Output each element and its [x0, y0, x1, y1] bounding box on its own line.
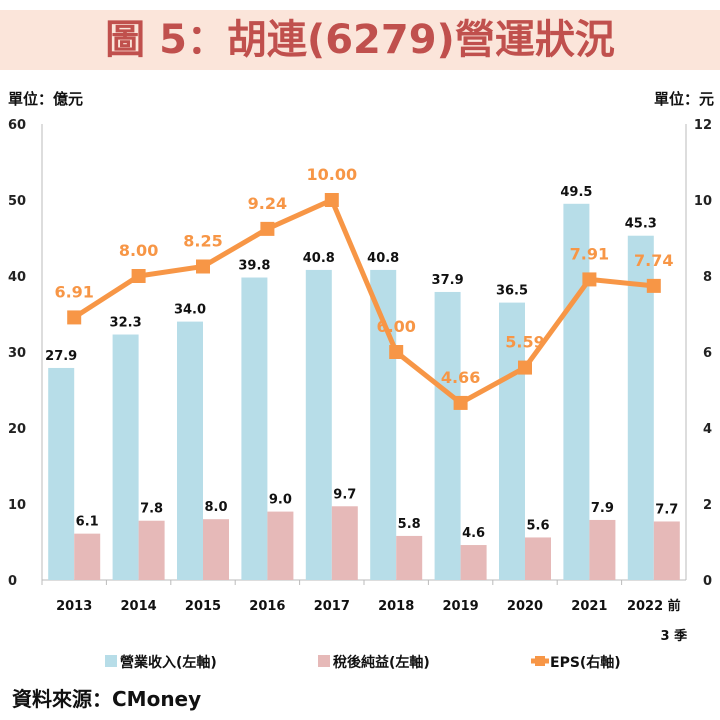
eps-data-label: 6.91: [54, 282, 93, 301]
legend-marker-swatch: [535, 656, 545, 666]
profit-bar: [460, 545, 487, 580]
left-tick-label: 60: [8, 118, 26, 133]
legend-swatch: [318, 655, 330, 667]
revenue-data-label: 34.0: [174, 303, 206, 318]
eps-marker: [518, 360, 532, 375]
revenue-bar: [627, 235, 654, 580]
eps-data-label: 6.00: [376, 317, 415, 336]
revenue-data-label: 45.3: [625, 217, 657, 232]
profit-data-label: 7.9: [591, 501, 614, 516]
left-tick-label: 0: [8, 574, 17, 589]
x-tick-label: 2016: [249, 599, 285, 614]
revenue-bar: [112, 334, 139, 580]
profit-bar: [203, 519, 229, 580]
revenue-bar: [177, 321, 203, 580]
profit-bar: [396, 535, 423, 580]
revenue-data-label: 36.5: [496, 284, 528, 299]
revenue-data-label: 40.8: [367, 251, 399, 266]
revenue-bar: [241, 277, 268, 580]
left-tick-label: 50: [8, 194, 26, 209]
x-tick-label: 2013: [56, 599, 92, 614]
revenue-data-label: 39.8: [238, 259, 270, 274]
revenue-data-label: 37.9: [432, 273, 464, 288]
left-tick-label: 30: [8, 346, 26, 361]
eps-marker: [453, 395, 468, 410]
x-tick-label: 3 季: [661, 628, 688, 644]
right-tick-label: 2: [703, 498, 712, 513]
revenue-data-label: 32.3: [110, 316, 142, 331]
chart-title: 圖 5：胡連(6279)營運狀況: [0, 10, 720, 70]
left-tick-label: 10: [8, 498, 26, 513]
eps-marker: [260, 221, 275, 236]
profit-bar: [138, 520, 165, 580]
eps-line: [72, 196, 655, 406]
legend-swatch: [105, 655, 117, 667]
revenue-bar: [563, 203, 590, 581]
right-axis-unit: 單位：元: [653, 90, 714, 108]
profit-bar: [74, 533, 101, 580]
eps-marker: [67, 310, 82, 325]
x-tick-label: 2015: [185, 599, 221, 614]
right-tick-label: 4: [703, 422, 712, 437]
eps-marker: [646, 278, 661, 293]
legend-label: EPS(右軸): [550, 654, 621, 671]
x-tick-label: 2022 前: [627, 598, 681, 614]
x-tick-label: 2017: [314, 599, 350, 614]
profit-data-label: 7.8: [140, 502, 163, 517]
x-tick-label: 2021: [571, 599, 607, 614]
eps-data-label: 8.00: [119, 241, 158, 260]
revenue-bar: [48, 367, 75, 580]
left-tick-label: 20: [8, 422, 26, 437]
left-tick-label: 40: [8, 270, 26, 285]
revenue-data-label: 27.9: [45, 349, 77, 364]
eps-data-label: 5.59: [505, 333, 544, 352]
x-tick-label: 2019: [443, 599, 479, 614]
eps-data-label: 8.25: [183, 232, 222, 251]
profit-data-label: 5.8: [398, 517, 421, 532]
profit-bar: [653, 521, 680, 580]
right-tick-label: 12: [694, 118, 712, 133]
revenue-bar: [499, 302, 525, 580]
eps-data-label: 7.91: [570, 244, 609, 263]
profit-bar: [331, 506, 358, 580]
profit-bar: [589, 519, 616, 580]
eps-data-label: 4.66: [441, 368, 480, 387]
profit-data-label: 9.7: [333, 487, 356, 502]
x-tick-label: 2014: [121, 599, 157, 614]
x-tick-label: 2018: [378, 599, 414, 614]
right-tick-label: 10: [694, 194, 712, 209]
eps-data-label: 9.24: [248, 194, 287, 213]
source-note: 資料來源：CMoney: [12, 687, 202, 711]
legend-label: 營業收入(左軸): [120, 654, 217, 671]
profit-bar: [267, 511, 294, 580]
left-axis-unit: 單位：億元: [8, 90, 84, 108]
revenue-bar: [305, 269, 332, 580]
eps-marker: [131, 269, 146, 283]
x-tick-label: 2020: [507, 599, 543, 614]
eps-marker: [196, 259, 210, 274]
right-tick-label: 8: [703, 270, 712, 285]
right-tick-label: 6: [703, 346, 712, 361]
eps-marker: [324, 193, 339, 207]
eps-marker: [389, 345, 404, 359]
revenue-data-label: 49.5: [560, 185, 592, 200]
profit-bar: [525, 537, 551, 580]
eps-marker: [582, 272, 597, 287]
eps-data-label: 7.74: [634, 251, 673, 270]
revenue-bar: [434, 291, 461, 580]
eps-data-label: 10.00: [306, 165, 357, 184]
revenue-data-label: 40.8: [303, 251, 335, 266]
profit-data-label: 9.0: [269, 493, 292, 508]
profit-data-label: 4.6: [462, 526, 485, 541]
profit-data-label: 5.6: [526, 518, 549, 533]
profit-data-label: 8.0: [204, 500, 227, 515]
legend-label: 稅後純益(左軸): [333, 654, 430, 671]
profit-data-label: 7.7: [655, 502, 678, 517]
profit-data-label: 6.1: [76, 515, 99, 530]
right-tick-label: 0: [703, 574, 712, 589]
